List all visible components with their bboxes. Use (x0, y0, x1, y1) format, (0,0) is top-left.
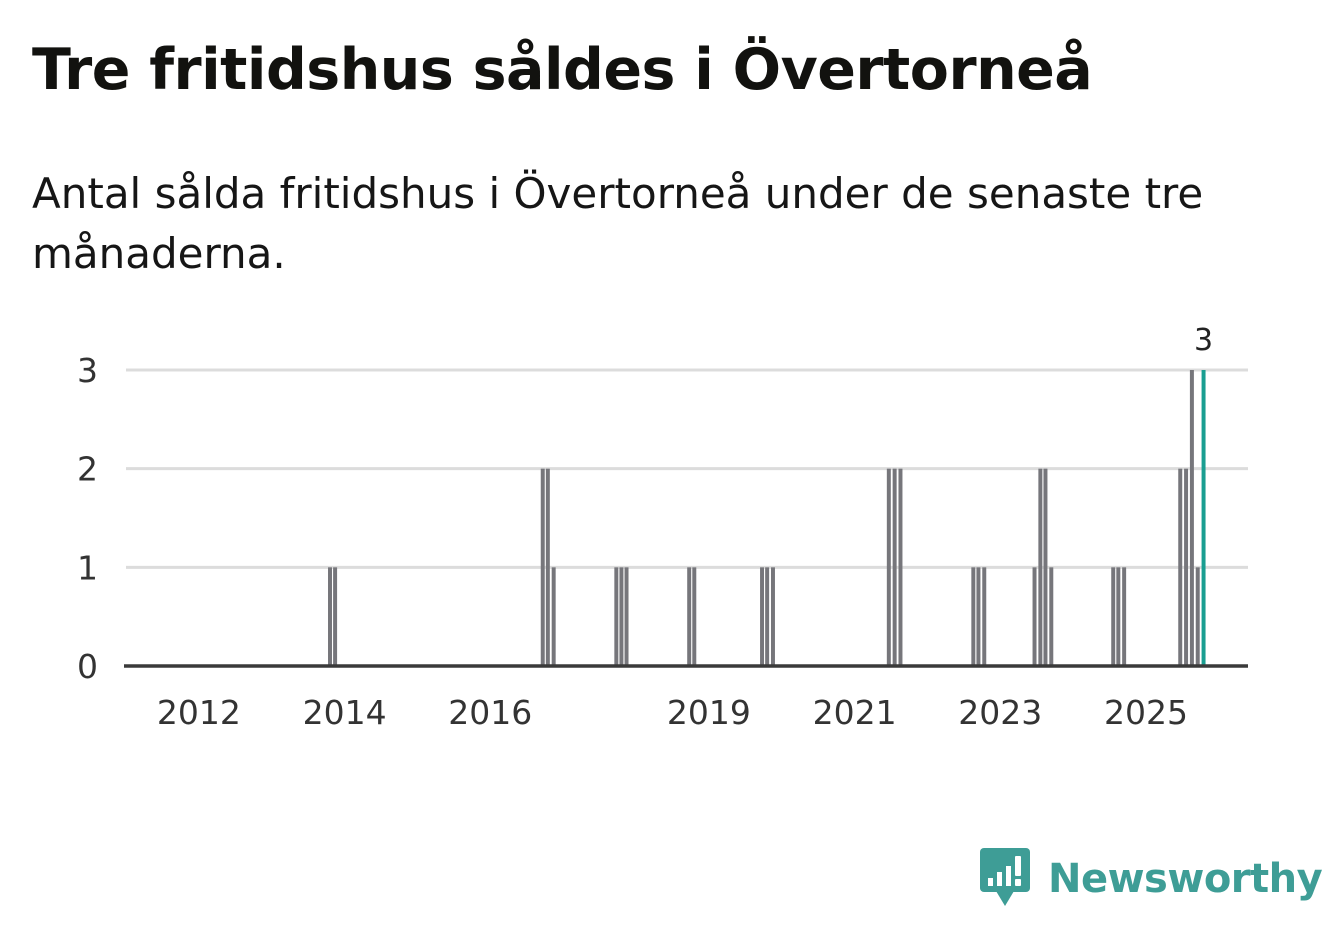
y-tick-label: 3 (77, 351, 98, 390)
bars (328, 370, 1206, 666)
bar (1049, 567, 1054, 666)
bar (1122, 567, 1127, 666)
bar (982, 567, 987, 666)
bar (892, 468, 897, 666)
bar (687, 567, 692, 666)
bar (886, 468, 891, 666)
bar (976, 567, 981, 666)
bar (1043, 468, 1048, 666)
bar (770, 567, 775, 666)
bar (1116, 567, 1121, 666)
bar (540, 468, 545, 666)
bar (619, 567, 624, 666)
brand-name: Newsworthy (1048, 856, 1322, 902)
bar (1032, 567, 1037, 666)
bar (1111, 567, 1116, 666)
bar (614, 567, 619, 666)
y-tick-label: 1 (77, 548, 98, 587)
newsworthy-logo: Newsworthy (980, 848, 1322, 910)
bar (1195, 567, 1200, 666)
bar-latest (1201, 370, 1206, 666)
bar (1184, 468, 1189, 666)
chart-subtitle: Antal sålda fritidshus i Övertorneå unde… (32, 169, 1204, 278)
bar (545, 468, 550, 666)
bar (1189, 370, 1194, 666)
x-tick-label: 2016 (448, 693, 532, 732)
x-tick-label: 2012 (157, 693, 241, 732)
bar (328, 567, 332, 666)
bar (1178, 468, 1183, 666)
x-tick-label: 2019 (667, 693, 751, 732)
x-tick-label: 2014 (303, 693, 387, 732)
bar (760, 567, 765, 666)
grid-lines (126, 368, 1248, 569)
x-tick-label: 2023 (958, 693, 1042, 732)
bar-value-label: 3 (1194, 323, 1213, 358)
bar (333, 567, 338, 666)
x-tick-label: 2021 (813, 693, 897, 732)
bar (1038, 468, 1043, 666)
x-tick-label: 2025 (1104, 693, 1188, 732)
y-tick-label: 2 (77, 450, 98, 489)
bar (898, 468, 903, 666)
newsworthy-logo-icon (980, 848, 1030, 906)
y-tick-label: 0 (77, 647, 98, 686)
bar (551, 567, 556, 666)
labels: 0 1 2 3 3 2012 2014 2016 2019 2021 2023 2025 (77, 323, 1213, 732)
bar (624, 567, 629, 666)
bar (971, 567, 976, 666)
bar (765, 567, 770, 666)
chart-title: Tre fritidshus såldes i Övertorneå (32, 37, 1093, 103)
bar (692, 567, 697, 666)
